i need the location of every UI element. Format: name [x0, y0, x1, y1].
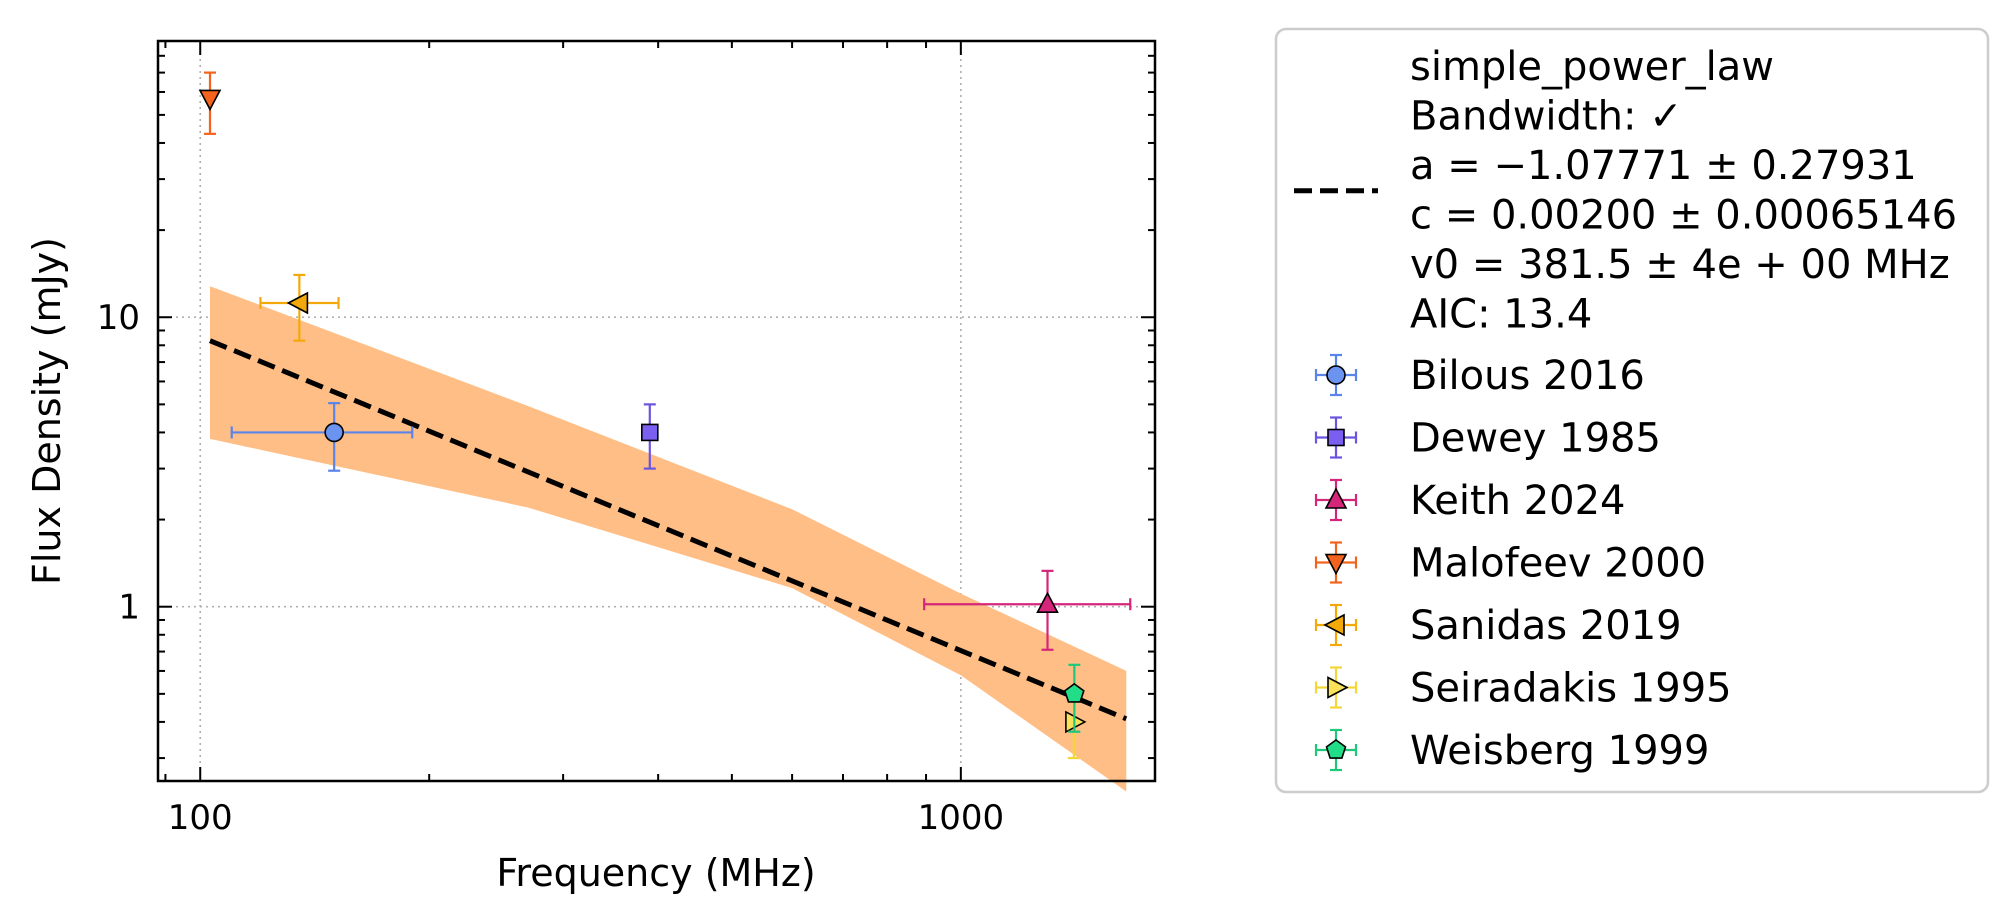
legend-fit-label-line: a = −1.07771 ± 0.27931 — [1410, 143, 1917, 189]
legend-keith-2024-marker — [1324, 487, 1348, 509]
legend-malofeev-2000-marker — [1324, 553, 1348, 576]
plot-frame — [156, 39, 1157, 783]
x-tick-label: 1000 — [918, 798, 1005, 838]
legend-frame — [1274, 27, 1990, 794]
dewey-1985-point — [640, 423, 659, 442]
legend-fit-label-line: simple_power_law — [1410, 44, 1774, 90]
x-axis-label: Frequency (MHz) — [496, 851, 815, 895]
y-tick-label: 10 — [97, 298, 140, 338]
legend-weisberg-1999-marker — [1325, 739, 1347, 759]
keith-2024-point — [1036, 591, 1059, 614]
legend-weisberg-1999-label: Weisberg 1999 — [1410, 728, 1709, 774]
y-axis-label: Flux Density (mJy) — [25, 237, 69, 585]
plot-area — [158, 41, 1155, 792]
weisberg-1999-point — [1063, 682, 1085, 703]
legend-dewey-1985-marker — [1327, 428, 1345, 447]
legend-dewey-1985-label: Dewey 1985 — [1410, 416, 1661, 462]
legend-bilous-2016-label: Bilous 2016 — [1410, 353, 1645, 399]
fit-confidence-band — [210, 286, 1127, 792]
legend-malofeev-2000-label: Malofeev 2000 — [1410, 541, 1706, 587]
axes: 100 1000 1 10 — [97, 40, 1155, 838]
bilous-2016-point — [324, 422, 344, 443]
y-tick-label: 1 — [118, 588, 140, 628]
x-tick-label: 100 — [168, 798, 233, 838]
legend-keith-2024-label: Keith 2024 — [1410, 478, 1626, 524]
fit-line — [209, 338, 1128, 722]
legend-seiradakis-1995-marker — [1327, 676, 1349, 699]
legend-fit-label-line: v0 = 381.5 ± 4e + 00 MHz — [1410, 242, 1950, 288]
legend-fit-label-line: Bandwidth: ✓ — [1410, 94, 1683, 140]
legend-sanidas-2019-label: Sanidas 2019 — [1410, 603, 1682, 649]
malofeev-2000-point — [198, 89, 222, 112]
legend-seiradakis-1995-label: Seiradakis 1995 — [1410, 666, 1732, 712]
legend-sanidas-2019-marker — [1323, 613, 1345, 637]
legend-bilous-2016-marker — [1326, 365, 1346, 385]
legend-fit-label-line: c = 0.00200 ± 0.00065146 — [1410, 193, 1957, 239]
legend-fit-label-line: AIC: 13.4 — [1410, 292, 1592, 338]
sanidas-2019-point — [286, 291, 309, 315]
